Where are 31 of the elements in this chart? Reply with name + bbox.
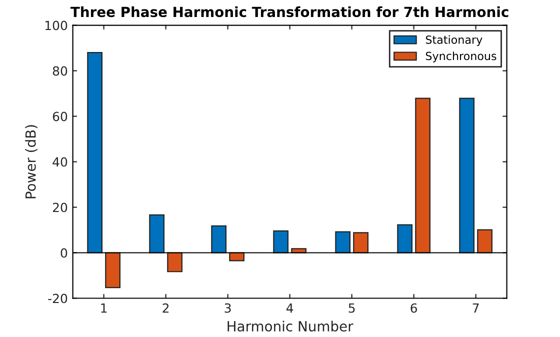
bar bbox=[149, 214, 164, 254]
legend-label: Stationary bbox=[426, 35, 482, 46]
bar bbox=[211, 225, 226, 254]
bar bbox=[415, 98, 430, 254]
bar bbox=[87, 52, 102, 254]
x-tick-label: 2 bbox=[162, 303, 169, 313]
x-tick-label: 4 bbox=[286, 303, 294, 313]
y-tick-label: 80 bbox=[52, 66, 68, 76]
y-tick-label: 20 bbox=[52, 202, 68, 212]
x-tick-label: 5 bbox=[348, 303, 355, 313]
x-axis-title: Harmonic Number bbox=[228, 320, 354, 332]
y-tick-label: 0 bbox=[60, 248, 68, 258]
bar bbox=[105, 252, 120, 288]
chart-title: Three Phase Harmonic Transformation for 7th Harmonic bbox=[70, 6, 508, 18]
bar bbox=[273, 230, 288, 254]
x-tick-label: 3 bbox=[224, 303, 231, 313]
bar bbox=[353, 232, 368, 254]
y-tick-label: 40 bbox=[52, 157, 68, 167]
y-axis-title: Power (dB) bbox=[25, 125, 38, 198]
y-tick-label: 60 bbox=[52, 112, 68, 122]
bar bbox=[477, 229, 492, 254]
y-tick-label: 100 bbox=[45, 20, 68, 30]
x-tick-label: 1 bbox=[101, 303, 107, 313]
x-tick-label: 6 bbox=[410, 303, 417, 313]
bar bbox=[335, 231, 350, 254]
bar bbox=[459, 98, 474, 254]
legend-label: Synchronous bbox=[426, 52, 496, 62]
bar bbox=[167, 252, 182, 272]
bar bbox=[397, 224, 412, 254]
y-tick-label: -20 bbox=[48, 294, 68, 304]
x-tick-label: 7 bbox=[472, 303, 479, 313]
